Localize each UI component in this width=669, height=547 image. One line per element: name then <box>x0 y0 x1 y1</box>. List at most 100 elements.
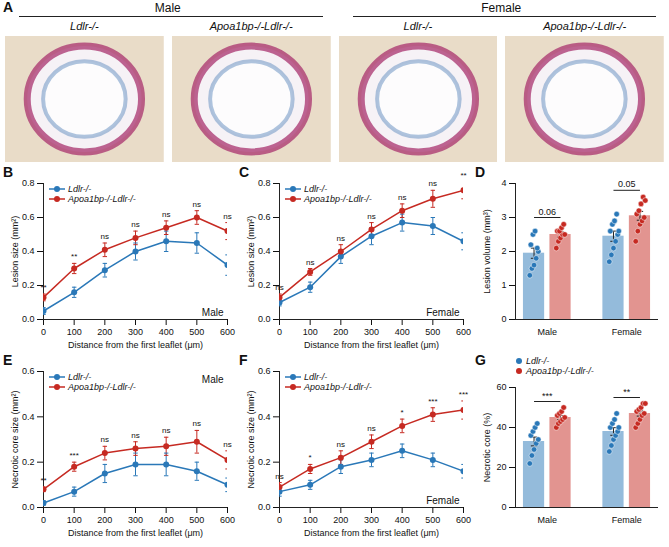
svg-text:0: 0 <box>277 515 282 525</box>
svg-text:600: 600 <box>456 327 471 337</box>
svg-text:0.6: 0.6 <box>258 212 271 222</box>
svg-text:0.8: 0.8 <box>22 178 35 188</box>
svg-text:3: 3 <box>501 212 506 222</box>
svg-text:Male: Male <box>538 515 558 525</box>
svg-text:Necrotic core size (mm²): Necrotic core size (mm²) <box>10 390 20 488</box>
svg-text:ns: ns <box>223 440 231 449</box>
svg-text:0.4: 0.4 <box>22 246 35 256</box>
svg-text:400: 400 <box>395 515 410 525</box>
svg-text:**: ** <box>460 171 466 180</box>
svg-text:Male: Male <box>202 307 224 318</box>
svg-text:2: 2 <box>501 246 506 256</box>
svg-text:ns: ns <box>101 232 109 241</box>
svg-text:40: 40 <box>496 422 506 432</box>
svg-text:ns: ns <box>101 435 109 444</box>
svg-text:200: 200 <box>97 327 112 337</box>
svg-text:ns: ns <box>306 258 314 267</box>
svg-text:200: 200 <box>97 515 112 525</box>
svg-text:0.6: 0.6 <box>258 366 271 376</box>
svg-text:0.6: 0.6 <box>22 212 35 222</box>
svg-text:Lesion size (mm²): Lesion size (mm²) <box>10 216 20 288</box>
svg-text:400: 400 <box>159 327 174 337</box>
svg-text:***: *** <box>69 451 78 460</box>
svg-text:0.0: 0.0 <box>22 502 35 512</box>
svg-text:0.05: 0.05 <box>618 179 636 189</box>
svg-text:ns: ns <box>275 283 283 292</box>
svg-text:100: 100 <box>303 515 318 525</box>
svg-text:600: 600 <box>220 515 235 525</box>
svg-text:0.2: 0.2 <box>258 457 271 467</box>
svg-text:400: 400 <box>395 327 410 337</box>
svg-text:0.06: 0.06 <box>539 207 557 217</box>
svg-text:0: 0 <box>41 327 46 337</box>
svg-text:500: 500 <box>189 327 204 337</box>
svg-text:0.8: 0.8 <box>258 178 271 188</box>
svg-text:Female: Female <box>612 327 642 337</box>
svg-text:0.2: 0.2 <box>22 280 35 290</box>
svg-text:200: 200 <box>333 515 348 525</box>
svg-text:0: 0 <box>41 515 46 525</box>
svg-text:ns: ns <box>162 426 170 435</box>
svg-text:ns: ns <box>193 200 201 209</box>
svg-text:ns: ns <box>193 419 201 428</box>
svg-text:1: 1 <box>501 280 506 290</box>
svg-text:***: *** <box>542 391 553 401</box>
svg-text:***: *** <box>428 397 437 406</box>
svg-text:400: 400 <box>159 515 174 525</box>
svg-text:ns: ns <box>162 210 170 219</box>
svg-text:300: 300 <box>128 515 143 525</box>
svg-text:0.4: 0.4 <box>22 412 35 422</box>
svg-text:300: 300 <box>364 515 379 525</box>
svg-text:100: 100 <box>67 327 82 337</box>
svg-text:***: *** <box>459 390 468 399</box>
svg-text:Female: Female <box>426 495 460 506</box>
svg-text:100: 100 <box>303 327 318 337</box>
svg-text:Female: Female <box>612 515 642 525</box>
svg-text:**: ** <box>71 252 77 261</box>
svg-text:4: 4 <box>501 178 506 188</box>
svg-text:ns: ns <box>131 431 139 440</box>
svg-text:Lesion volume (mm³): Lesion volume (mm³) <box>482 209 492 294</box>
svg-text:ns: ns <box>429 179 437 188</box>
svg-text:300: 300 <box>364 327 379 337</box>
svg-text:**: ** <box>40 283 46 292</box>
svg-text:ns: ns <box>223 212 231 221</box>
svg-text:200: 200 <box>333 327 348 337</box>
svg-text:0.6: 0.6 <box>22 366 35 376</box>
svg-text:20: 20 <box>496 462 506 472</box>
svg-text:Distance from the first leafle: Distance from the first leaflet (μm) <box>304 340 439 350</box>
svg-text:Necrotic core size (mm²): Necrotic core size (mm²) <box>246 390 256 488</box>
svg-text:500: 500 <box>189 515 204 525</box>
svg-text:Lesion size (mm²): Lesion size (mm²) <box>246 216 256 288</box>
svg-text:0.2: 0.2 <box>258 280 271 290</box>
svg-text:Distance from the first leafle: Distance from the first leaflet (μm) <box>68 340 203 350</box>
svg-text:*: * <box>401 408 404 417</box>
svg-text:0.0: 0.0 <box>22 314 35 324</box>
svg-text:ns: ns <box>367 212 375 221</box>
svg-text:Distance from the first leafle: Distance from the first leaflet (μm) <box>304 528 439 538</box>
svg-text:0.2: 0.2 <box>22 457 35 467</box>
svg-text:500: 500 <box>425 327 440 337</box>
svg-text:0: 0 <box>277 327 282 337</box>
svg-text:ns: ns <box>367 424 375 433</box>
svg-text:500: 500 <box>425 515 440 525</box>
svg-text:*: * <box>309 453 312 462</box>
svg-text:ns: ns <box>337 234 345 243</box>
svg-text:Necrotic core (%): Necrotic core (%) <box>482 413 492 483</box>
svg-text:ns: ns <box>337 440 345 449</box>
svg-text:ns: ns <box>398 193 406 202</box>
svg-text:0.4: 0.4 <box>258 412 271 422</box>
svg-text:**: ** <box>623 387 631 397</box>
svg-text:60: 60 <box>496 382 506 392</box>
svg-text:**: ** <box>40 476 46 485</box>
svg-text:0.0: 0.0 <box>258 502 271 512</box>
svg-text:Male: Male <box>538 327 558 337</box>
svg-text:300: 300 <box>128 327 143 337</box>
svg-text:Distance from the first leafle: Distance from the first leaflet (μm) <box>68 528 203 538</box>
svg-text:ns: ns <box>131 220 139 229</box>
svg-text:600: 600 <box>456 515 471 525</box>
svg-text:ns: ns <box>275 472 283 481</box>
svg-text:Female: Female <box>426 307 460 318</box>
svg-text:0.0: 0.0 <box>258 314 271 324</box>
svg-text:600: 600 <box>220 327 235 337</box>
